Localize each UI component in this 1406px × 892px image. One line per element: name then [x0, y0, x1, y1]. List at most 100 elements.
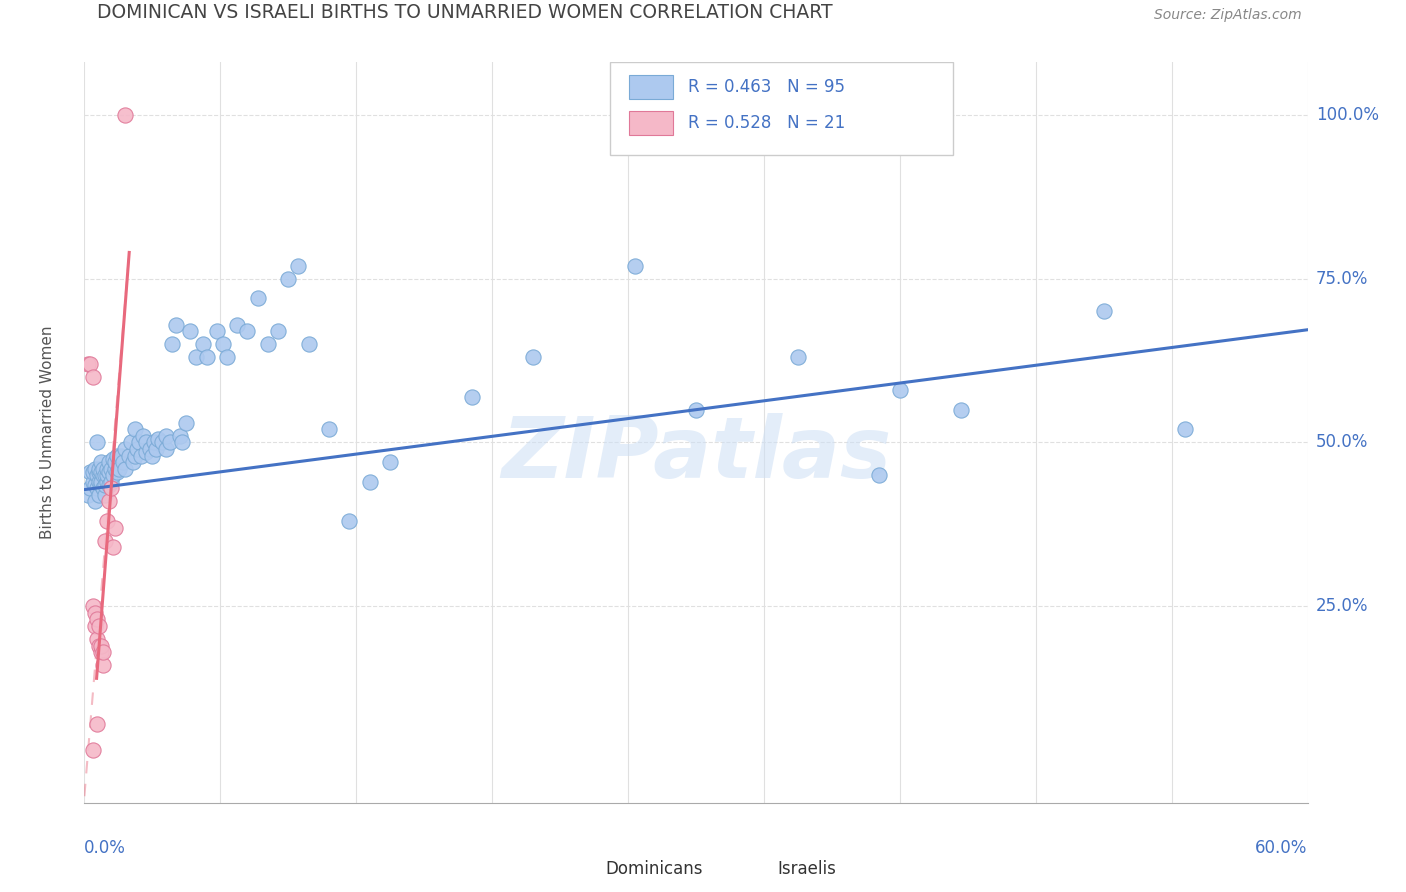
Point — [146, 432, 169, 446]
Point — [97, 465, 120, 479]
Point — [142, 435, 165, 450]
Point — [82, 475, 104, 489]
Point — [127, 442, 149, 456]
Point — [100, 461, 122, 475]
Point — [624, 259, 647, 273]
Point — [236, 324, 259, 338]
Point — [93, 468, 115, 483]
Point — [104, 455, 127, 469]
Point — [145, 442, 167, 456]
Point — [83, 478, 105, 492]
Point — [87, 488, 110, 502]
Text: Dominicans: Dominicans — [606, 860, 703, 878]
Point — [90, 475, 112, 489]
Text: R = 0.528   N = 21: R = 0.528 N = 21 — [688, 114, 845, 132]
Point — [869, 468, 891, 483]
Point — [155, 442, 177, 456]
Point — [90, 465, 112, 479]
Point — [132, 429, 155, 443]
Point — [118, 449, 141, 463]
Point — [277, 271, 299, 285]
Point — [77, 357, 100, 371]
Point — [950, 402, 973, 417]
Point — [91, 658, 114, 673]
Point — [93, 478, 115, 492]
Point — [141, 449, 163, 463]
Point — [87, 465, 110, 479]
Point — [91, 461, 114, 475]
Point — [195, 351, 218, 365]
Point — [90, 645, 112, 659]
Point — [150, 435, 173, 450]
Point — [787, 351, 810, 365]
Point — [287, 259, 309, 273]
Point — [87, 461, 110, 475]
Point — [217, 351, 239, 365]
Text: DOMINICAN VS ISRAELI BIRTHS TO UNMARRIED WOMEN CORRELATION CHART: DOMINICAN VS ISRAELI BIRTHS TO UNMARRIED… — [97, 3, 832, 21]
Point — [83, 619, 105, 633]
Point — [120, 435, 142, 450]
Point — [86, 481, 108, 495]
Text: Israelis: Israelis — [778, 860, 837, 878]
Point — [105, 465, 128, 479]
Point — [86, 435, 108, 450]
Point — [114, 442, 136, 456]
Point — [87, 619, 110, 633]
Point — [257, 337, 280, 351]
Point — [97, 478, 120, 492]
Point — [86, 468, 108, 483]
Point — [96, 468, 118, 483]
Point — [87, 475, 110, 489]
Text: 75.0%: 75.0% — [1316, 269, 1368, 287]
Point — [86, 612, 108, 626]
Point — [246, 291, 269, 305]
Point — [96, 475, 118, 489]
Point — [77, 488, 100, 502]
Point — [226, 318, 249, 332]
Text: 50.0%: 50.0% — [1316, 434, 1368, 451]
Point — [112, 455, 135, 469]
Point — [110, 449, 132, 463]
Point — [124, 422, 146, 436]
Point — [96, 461, 118, 475]
Point — [101, 451, 124, 466]
Point — [83, 606, 105, 620]
FancyBboxPatch shape — [628, 111, 673, 135]
FancyBboxPatch shape — [720, 857, 765, 880]
Point — [104, 461, 127, 475]
Text: ZIPatlas: ZIPatlas — [501, 413, 891, 496]
Point — [91, 645, 114, 659]
Point — [100, 475, 122, 489]
Point — [108, 461, 131, 475]
Point — [179, 324, 201, 338]
Text: 100.0%: 100.0% — [1316, 106, 1379, 124]
Point — [165, 318, 187, 332]
Point — [339, 514, 361, 528]
FancyBboxPatch shape — [550, 857, 593, 880]
Point — [82, 370, 104, 384]
Point — [138, 442, 160, 456]
Point — [205, 324, 228, 338]
Point — [298, 337, 321, 351]
Point — [191, 337, 214, 351]
Point — [104, 521, 127, 535]
Point — [93, 488, 115, 502]
Text: 25.0%: 25.0% — [1316, 598, 1368, 615]
Point — [90, 455, 112, 469]
Point — [82, 743, 104, 757]
Point — [124, 449, 146, 463]
Point — [128, 435, 150, 450]
FancyBboxPatch shape — [610, 62, 953, 155]
Point — [97, 494, 120, 508]
Point — [82, 465, 104, 479]
Point — [101, 468, 124, 483]
Point — [685, 402, 707, 417]
Point — [114, 461, 136, 475]
Text: 60.0%: 60.0% — [1256, 838, 1308, 857]
Point — [100, 481, 122, 495]
Point — [135, 435, 157, 450]
Point — [159, 435, 181, 450]
Point — [86, 632, 108, 646]
Point — [522, 351, 544, 365]
Point — [461, 390, 484, 404]
